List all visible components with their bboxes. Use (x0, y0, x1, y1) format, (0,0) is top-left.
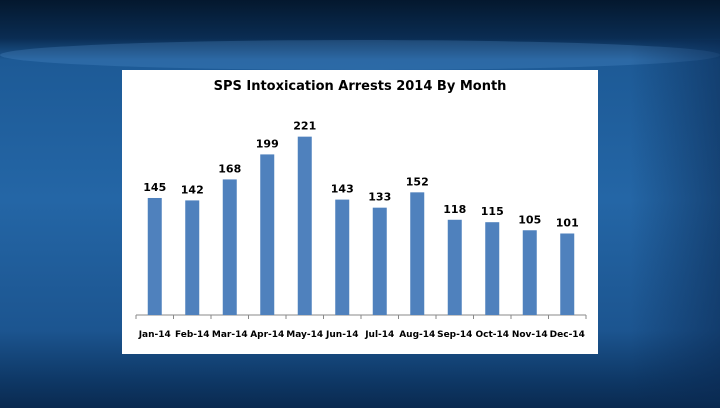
x-tick-label: Oct-14 (475, 330, 509, 340)
data-label: 142 (181, 183, 204, 196)
bar-Sep-14 (447, 219, 462, 315)
x-tick-label: Jul-14 (364, 330, 394, 340)
data-label: 221 (293, 120, 316, 133)
bar-Aug-14 (410, 192, 425, 315)
data-label: 118 (443, 203, 466, 216)
data-label: 152 (406, 175, 429, 188)
bar-Apr-14 (260, 154, 275, 315)
x-tick-label: Dec-14 (550, 330, 585, 340)
x-tick-label: Mar-14 (212, 330, 248, 340)
x-tick-label: Apr-14 (250, 330, 284, 340)
bar-Jan-14 (147, 197, 162, 315)
chart-panel: SPS Intoxication Arrests 2014 By Month 1… (122, 70, 598, 354)
bar-May-14 (297, 136, 312, 315)
x-tick-label: Sep-14 (437, 330, 472, 340)
data-label: 105 (518, 213, 541, 226)
x-tick-label: Feb-14 (175, 330, 210, 340)
bar-Nov-14 (522, 230, 537, 315)
data-label: 199 (256, 137, 279, 150)
bar-chart: 145 Jan-14 142 Feb-14 168 Mar-14 199 Apr-14 221 M… (135, 120, 587, 340)
x-tick-label: Aug-14 (399, 330, 435, 340)
bar-Feb-14 (185, 200, 200, 315)
data-label: 115 (481, 205, 504, 218)
x-tick-label: Jan-14 (138, 330, 171, 340)
bar-Mar-14 (222, 179, 237, 315)
bar-Jul-14 (372, 207, 387, 315)
data-label: 168 (218, 162, 241, 175)
chart-title: SPS Intoxication Arrests 2014 By Month (213, 79, 507, 94)
x-tick-label: Nov-14 (512, 330, 548, 340)
x-tick-label: May-14 (286, 330, 323, 340)
data-label: 143 (331, 183, 354, 196)
bar-Dec-14 (560, 233, 575, 315)
bar-Jun-14 (335, 199, 350, 315)
data-label: 101 (556, 216, 579, 229)
background-swoosh (0, 40, 720, 70)
background-band (630, 40, 720, 400)
data-label: 145 (143, 181, 166, 194)
data-label: 133 (368, 191, 391, 204)
bar-Oct-14 (485, 222, 500, 315)
x-tick-label: Jun-14 (325, 330, 358, 340)
